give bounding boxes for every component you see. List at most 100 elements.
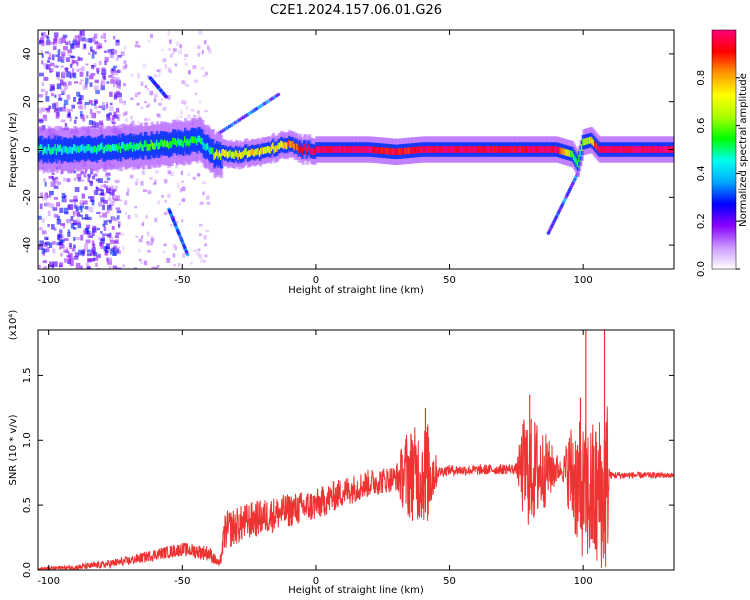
spectrogram-noise-cell	[64, 84, 68, 90]
spectrogram-noise-cell	[183, 100, 187, 105]
spectrogram-noise-cell	[71, 68, 75, 74]
spectrogram-noise-cell	[197, 110, 200, 114]
spectrogram-noise-cell	[91, 231, 95, 237]
spectrogram-noise-cell	[109, 248, 113, 255]
spectrogram-x-ticks: -100 -50 0 50 100	[37, 30, 593, 286]
spectrogram-noise-cell	[82, 85, 88, 91]
spectrogram-noise-cell	[78, 205, 82, 210]
spectrogram-noise-cell	[96, 67, 100, 73]
spectrogram-noise-cell	[45, 40, 51, 46]
spectrogram-noise-cell	[140, 235, 144, 239]
spectrogram-noise-cell	[56, 202, 61, 207]
spectrogram-noise-cell	[90, 125, 96, 128]
spectrogram-noise-cell	[41, 32, 46, 38]
spectrogram-noise-cell	[76, 91, 81, 97]
spectrogram-noise-cell	[181, 219, 184, 223]
spectrogram-noise-cell	[103, 199, 108, 204]
spectrogram-noise-cell	[122, 264, 126, 268]
spectrogram-noise-cell	[103, 75, 106, 81]
spectrogram-noise-cell	[73, 199, 78, 202]
spectrogram-noise-cell	[203, 40, 207, 45]
spectrogram-noise-cell	[50, 224, 55, 230]
spectrogram-noise-cell	[181, 80, 185, 85]
spectrogram-noise-cell	[43, 76, 49, 81]
spectrogram-noise-cell	[98, 46, 102, 49]
spectrogram-noise-cell	[50, 42, 55, 45]
spectrogram-noise-cell	[68, 81, 72, 86]
spectrogram-noise-cell	[175, 41, 180, 47]
spectrogram-noise-cell	[57, 49, 61, 56]
spectrogram-noise-cell	[49, 68, 54, 73]
spectrogram-noise-cell	[122, 112, 127, 117]
spectrogram-noise-cell	[101, 69, 107, 75]
spectrogram-noise-cell	[94, 122, 100, 128]
spectrogram-noise-cell	[108, 51, 114, 54]
spectrogram-noise-cell	[41, 32, 44, 36]
spectrogram-noise-cell	[41, 248, 46, 254]
spectrogram-noise-cell	[80, 114, 85, 120]
spectrogram-noise-cell	[84, 186, 88, 191]
spectrogram-noise-cell	[73, 220, 78, 225]
spectrogram-noise-cell	[124, 111, 128, 116]
spectrogram-noise-cell	[75, 41, 80, 48]
colorbar-label: Normalized spectral amplitude	[738, 73, 749, 227]
spectrogram-noise-cell	[123, 83, 126, 87]
spectrogram-noise-cell	[117, 224, 121, 228]
spectrogram-noise-cell	[52, 41, 58, 46]
spectrogram-noise-cell	[205, 229, 210, 233]
spectrogram-noise-cell	[43, 63, 48, 69]
spectrogram-noise-cell	[206, 195, 210, 200]
spectrogram-noise-cell	[49, 261, 54, 268]
spectrogram-noise-cell	[82, 118, 86, 122]
spectrogram-noise-cell	[73, 255, 79, 260]
spectrogram-noise-cell	[123, 45, 127, 51]
spectrogram-noise-cell	[158, 73, 161, 78]
spectrogram-noise-cell	[114, 240, 118, 244]
spectrogram-noise-cell	[49, 203, 55, 208]
spectrogram-noise-cell	[59, 244, 65, 249]
spectrogram-noise-cell	[74, 187, 80, 193]
spectrogram-noise-cell	[203, 235, 207, 240]
spectrogram-noise-cell	[87, 216, 92, 220]
spectrogram-noise-cell	[192, 176, 196, 180]
spectrogram-noise-cell	[93, 252, 98, 257]
spectrogram-noise-cell	[56, 215, 60, 221]
spectrogram-noise-cell	[172, 253, 176, 258]
spectrogram-noise-cell	[152, 182, 157, 186]
spectrogram-noise-cell	[111, 225, 115, 230]
spectrogram-noise-cell	[156, 69, 160, 72]
spectrogram-noise-cell	[184, 62, 188, 66]
spectrogram-noise-cell	[91, 54, 95, 59]
spectrogram-noise-cell	[104, 250, 108, 256]
spectrogram-x-tick-label: -50	[174, 275, 190, 286]
spectrogram-noise-cell	[64, 194, 67, 198]
spectrogram-noise-cell	[68, 257, 74, 261]
spectrogram-noise-cell	[86, 71, 89, 77]
spectrogram-noise-cell	[102, 233, 105, 237]
spectrogram-noise-cell	[61, 90, 65, 96]
spectrogram-noise-cell	[59, 79, 64, 86]
spectrogram-noise-cell	[102, 204, 106, 211]
colorbar-tick-label: 0.2	[696, 213, 707, 229]
spectrogram-noise-cell	[58, 241, 63, 246]
spectrogram-noise-cell	[109, 105, 114, 112]
spectrogram-noise-cell	[113, 35, 116, 40]
spectrogram-noise-cell	[86, 253, 92, 257]
spectrogram-noise-cell	[138, 45, 141, 48]
spectrogram-noise-cell	[135, 178, 139, 183]
spectrogram-noise-cell	[184, 54, 189, 57]
spectrogram-noise-cell	[162, 250, 165, 254]
spectrogram-noise-cell	[108, 75, 113, 78]
spectrogram-noise-cell	[146, 118, 151, 121]
snr-x-tick-label: 50	[443, 576, 456, 587]
spectrogram-noise-cell	[71, 104, 76, 109]
spectrogram-noise-cell	[68, 40, 71, 45]
spectrogram-noise-cell	[71, 59, 74, 65]
spectrogram-noise-cell	[67, 252, 73, 259]
spectrogram-noise-cell	[201, 181, 206, 184]
spectrogram-noise-cell	[205, 71, 208, 76]
spectrogram-noise-cell	[147, 103, 150, 107]
spectrogram-noise-cell	[103, 50, 108, 54]
spectrogram-noise-cell	[100, 184, 106, 188]
spectrogram-noise-cell	[162, 58, 167, 63]
